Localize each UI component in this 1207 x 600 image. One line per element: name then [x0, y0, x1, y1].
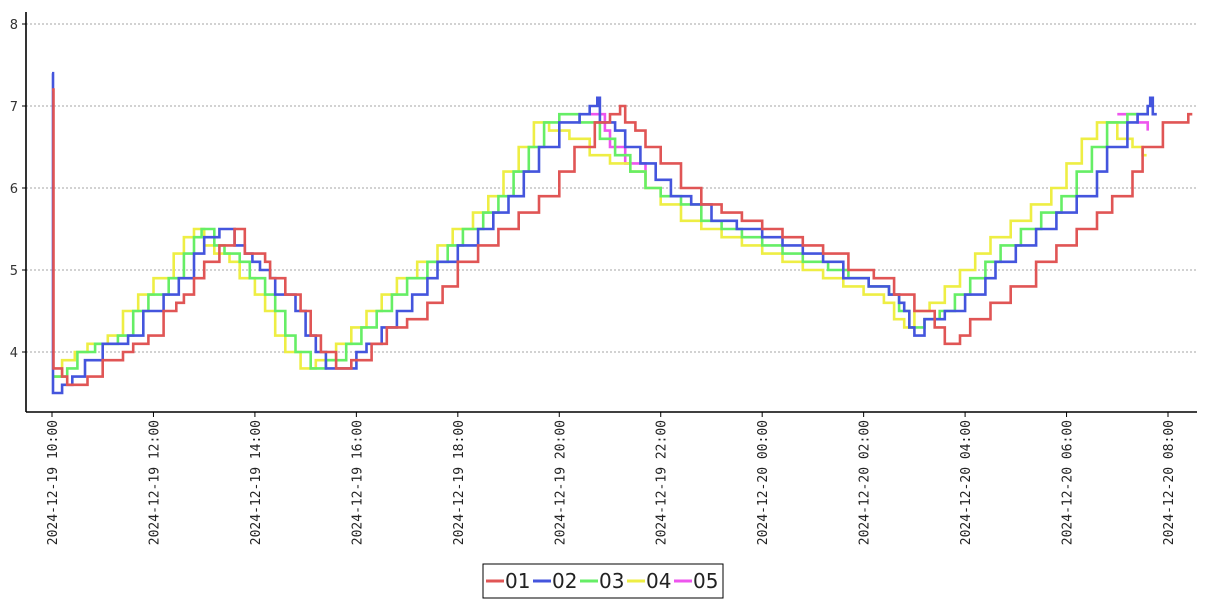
- series-lines: [51, 71, 1193, 395]
- y-tick-labels: 4 5 6 7 8: [10, 18, 26, 361]
- x-tick-label: 2024-12-19 12:00: [147, 420, 162, 545]
- series-line-04: [52, 121, 1147, 378]
- x-tick-label: 2024-12-20 04:00: [959, 420, 974, 545]
- x-tick-label: 2024-12-19 14:00: [249, 420, 264, 545]
- legend-label-05: 05: [693, 569, 718, 593]
- y-tick-label: 8: [10, 18, 18, 33]
- y-tick-label: 4: [10, 346, 18, 361]
- grid-lines: [26, 23, 1197, 353]
- x-tick-label: 2024-12-20 06:00: [1061, 420, 1076, 545]
- legend-label-02: 02: [552, 569, 577, 593]
- x-tick-label: 2024-12-19 22:00: [655, 420, 670, 545]
- legend: 01 02 03 04 05: [482, 563, 724, 599]
- x-tick-label: 2024-12-19 16:00: [350, 420, 365, 545]
- x-tick-label: 2024-12-19 20:00: [553, 420, 568, 545]
- legend-label-01: 01: [505, 569, 530, 593]
- x-tick-label: 2024-12-19 18:00: [452, 420, 467, 545]
- x-tick-label: 2024-12-19 10:00: [46, 420, 61, 545]
- axes: [25, 12, 1197, 413]
- series-line-03: [52, 112, 1147, 378]
- y-tick-label: 7: [10, 100, 18, 115]
- y-tick-label: 6: [10, 182, 18, 197]
- x-tick-labels: 2024-12-19 10:00 2024-12-19 12:00 2024-12-…: [46, 412, 1177, 545]
- x-tick-label: 2024-12-20 00:00: [756, 420, 771, 545]
- y-tick-label: 5: [10, 264, 18, 279]
- x-tick-label: 2024-12-20 08:00: [1162, 420, 1177, 545]
- series-line-01: [52, 88, 1193, 387]
- legend-label-04: 04: [646, 569, 671, 593]
- series-line-05-part-0: [589, 112, 647, 180]
- x-tick-label: 2024-12-20 02:00: [858, 420, 873, 545]
- legend-label-03: 03: [599, 569, 624, 593]
